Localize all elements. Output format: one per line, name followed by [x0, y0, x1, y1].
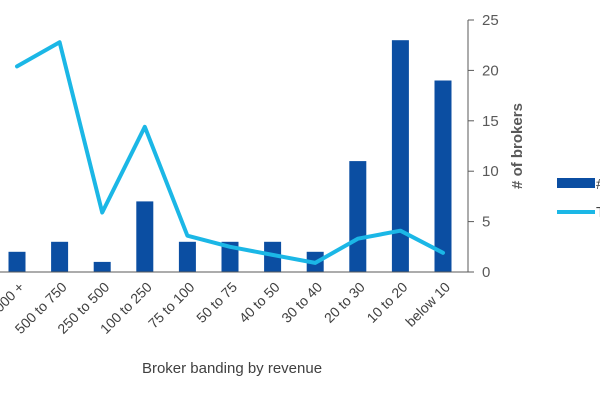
y-tick-label-5: 25 — [482, 12, 499, 29]
x-tick-label-5: 50 to 75 — [193, 279, 240, 326]
y-tick-label-0: 0 — [482, 264, 490, 281]
y-tick-label-4: 20 — [482, 62, 499, 79]
y-tick-label-1: 5 — [482, 214, 490, 231]
right-y-ticks: 0 5 10 15 20 25 — [468, 12, 499, 281]
bar-series — [8, 40, 452, 273]
bar-3 — [136, 201, 154, 272]
x-tick-label-6: 40 to 50 — [236, 279, 283, 326]
legend-swatch-bar — [557, 178, 595, 188]
y-tick-label-3: 15 — [482, 113, 499, 130]
bar-0 — [8, 251, 26, 272]
bar-2 — [93, 261, 111, 272]
x-tick-label-10: below 10 — [402, 279, 453, 330]
bar-4 — [178, 241, 196, 272]
legend-label-line: T — [596, 204, 600, 221]
x-tick-label-7: 30 to 40 — [278, 279, 325, 326]
legend-label-bar: # — [596, 176, 600, 193]
legend: #T — [557, 176, 600, 221]
line-series — [15, 40, 445, 265]
bar-8 — [349, 161, 367, 272]
y-tick-label-2: 10 — [482, 163, 499, 180]
bar-9 — [391, 40, 409, 273]
x-tick-label-4: 75 to 100 — [145, 279, 198, 332]
right-y-axis-title: # of brokers — [509, 103, 526, 189]
x-axis-title: Broker banding by revenue — [142, 360, 322, 377]
bar-1 — [51, 241, 69, 272]
bar-10 — [434, 80, 452, 272]
x-tick-label-8: 20 to 30 — [321, 279, 368, 326]
